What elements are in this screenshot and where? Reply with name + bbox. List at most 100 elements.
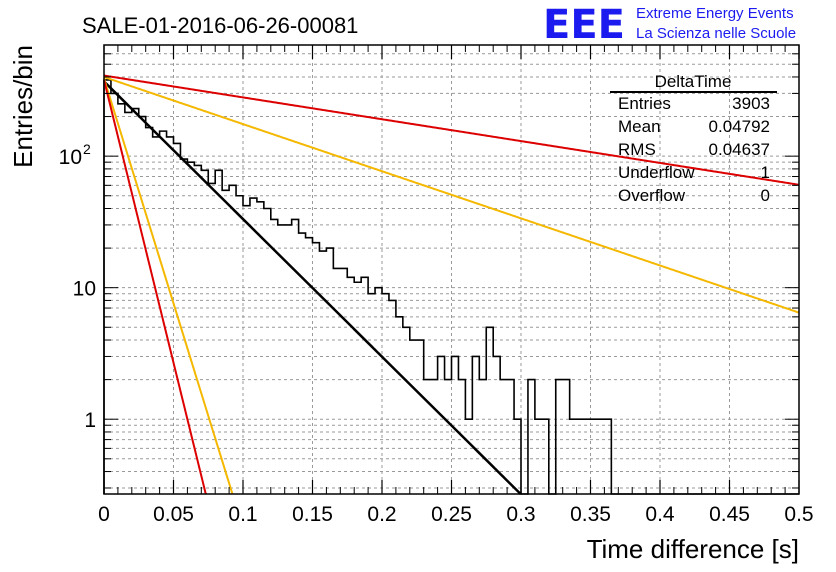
histogram-bin	[153, 137, 160, 494]
histogram-bin	[542, 419, 549, 494]
histogram-bin	[389, 300, 396, 494]
histogram-bin	[507, 380, 514, 494]
histogram-bin	[306, 238, 313, 494]
grid-layer	[104, 44, 799, 494]
stats-row-label: Overflow	[618, 186, 686, 205]
histogram-bin	[375, 288, 382, 494]
stats-row-label: Underflow	[618, 163, 695, 182]
histogram-bin	[215, 170, 222, 494]
histogram-bin	[264, 208, 271, 494]
stats-title: DeltaTime	[655, 72, 732, 91]
curve-red-outer	[103, 74, 800, 186]
histogram-bin	[514, 419, 521, 494]
fit-curves-layer	[103, 74, 800, 495]
histogram-bin	[591, 419, 598, 494]
stats-row-value: 1	[761, 163, 770, 182]
histogram-bin	[479, 380, 486, 494]
x-tick-label: 0.4	[645, 503, 675, 526]
histogram-bin	[424, 380, 431, 494]
histogram-bin	[167, 137, 174, 494]
stats-row-value: 0.04637	[709, 140, 770, 159]
x-tick-label: 0.35	[570, 503, 611, 526]
histogram-bin	[382, 294, 389, 494]
curve-yellow-outer	[103, 76, 800, 314]
y-tick-exponent: 2	[83, 141, 91, 157]
plot-title: SALE-01-2016-06-26-00081	[82, 13, 358, 38]
histogram-bin	[278, 225, 285, 494]
histogram-bin	[347, 277, 354, 494]
histogram-bin	[597, 419, 604, 494]
histogram-bin	[319, 251, 326, 494]
histogram-bin	[396, 317, 403, 494]
x-tick-label: 0.25	[431, 503, 472, 526]
histogram-bin	[326, 248, 333, 494]
histogram-bin	[111, 93, 118, 494]
y-tick-label: 10	[73, 278, 96, 301]
stats-row-value: 0.04792	[709, 117, 770, 136]
histogram-bin	[410, 340, 417, 494]
histogram-bin	[257, 202, 264, 494]
eee-logo: EEE	[543, 2, 625, 48]
histogram-bin	[132, 109, 139, 494]
histogram-bin	[368, 294, 375, 494]
histogram-bin	[271, 219, 278, 494]
histogram-bin	[333, 268, 340, 494]
stats-row-value: 3903	[732, 94, 770, 113]
histogram-bin	[194, 165, 201, 494]
histogram-bin	[438, 356, 445, 494]
y-tick-label: 1	[84, 409, 96, 432]
histogram-bin	[361, 277, 368, 494]
x-tick-label: 0.15	[292, 503, 333, 526]
histogram-bin	[243, 206, 250, 494]
y-axis-title: Entries/bin	[8, 45, 38, 168]
histogram-bin	[535, 419, 542, 494]
brand-logo-block: EEE Extreme Energy Events La Scienza nel…	[543, 2, 796, 48]
x-tick-label: 0.45	[709, 503, 750, 526]
histogram-bin	[201, 170, 208, 494]
x-tick-label: 0.2	[367, 503, 396, 526]
histogram-bin	[250, 198, 257, 494]
x-tick-label: 0.05	[153, 503, 194, 526]
histogram-bin	[445, 380, 452, 494]
histogram-bin	[528, 380, 535, 494]
x-tick-label: 0.5	[784, 503, 813, 526]
stats-row-label: Entries	[618, 94, 671, 113]
stats-row-label: RMS	[618, 140, 656, 159]
histogram-bin	[222, 190, 229, 494]
histogram-bin	[174, 143, 181, 494]
histogram-bin	[292, 219, 299, 494]
histogram-bin	[563, 380, 570, 494]
curve-red-inner	[103, 79, 207, 495]
histogram-bin	[431, 380, 438, 494]
histogram-bin	[354, 282, 361, 494]
curve-yellow-inner	[103, 78, 234, 495]
y-tick-label: 10	[59, 146, 82, 169]
histogram-bin	[584, 419, 591, 494]
x-tick-label: 0	[98, 503, 110, 526]
histogram-bin	[472, 356, 479, 494]
histogram-bin	[299, 233, 306, 494]
curve-fit	[103, 80, 522, 495]
histogram-bin	[146, 128, 153, 494]
histogram-bin	[577, 419, 584, 494]
histogram-bin	[139, 117, 146, 494]
plot-frame	[103, 44, 800, 495]
histogram-bin	[417, 340, 424, 494]
x-axis-title: Time difference [s]	[587, 534, 799, 564]
histogram-bin	[556, 380, 563, 494]
tick-layer: 0 0.05 0.1 0.15 0.2 0.25 0.3 0.35 0.4 0.45 0.51101…	[59, 44, 814, 526]
x-tick-label: 0.3	[506, 503, 535, 526]
histogram-bin	[604, 419, 611, 494]
histogram-bin	[313, 243, 320, 494]
histogram-bin	[229, 185, 236, 494]
histogram-bin	[486, 327, 493, 494]
histogram-bin	[340, 268, 347, 494]
histogram-bin	[403, 327, 410, 494]
stats-box: DeltaTime Entries 3903 Mean 0.04792 RMS 0.046…	[610, 72, 777, 205]
stats-row-value: 0	[761, 186, 770, 205]
histogram-bin	[465, 419, 472, 494]
x-tick-label: 0.1	[228, 503, 257, 526]
